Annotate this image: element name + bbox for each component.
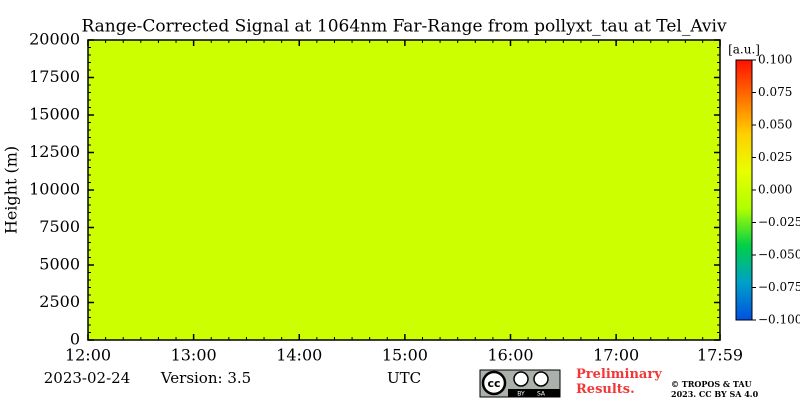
colorbar-tick-label: 0.075 (758, 85, 792, 99)
license-box: © TROPOS & TAU 2023. CC BY SA 4.0 Licens… (671, 379, 759, 400)
logo-circle (533, 371, 549, 387)
logo-circle (481, 370, 507, 396)
colorbar-tick-label: −0.050 (758, 248, 800, 262)
colorbar-tick-label: −0.100 (758, 313, 800, 327)
logo-text: cc (487, 377, 500, 390)
y-tick-label: 0 (70, 330, 80, 349)
notice-box: Preliminary Results. (576, 367, 662, 397)
x-tick-label: 12:00 (65, 346, 111, 365)
colorbar-label: [a.u.] (728, 43, 760, 57)
logo-strip (508, 389, 560, 397)
colorbar-tick-label: 0.050 (758, 118, 792, 132)
logo-text: BY (517, 391, 525, 398)
colorbar-tick-label: −0.075 (758, 280, 800, 294)
date: 2023-02-24 (44, 369, 130, 387)
y-tick-label: 5000 (39, 255, 80, 274)
chart-title: Range-Corrected Signal at 1064nm Far-Ran… (81, 17, 727, 37)
cc-logo: cc BY SA (479, 369, 561, 398)
heatmap-cell (88, 40, 720, 340)
logo-text: SA (537, 391, 546, 398)
x-tick-label: 17:59 (697, 346, 743, 365)
x-axis-label: UTC (387, 369, 421, 387)
y-axis-label: Height (m) (2, 146, 21, 234)
x-tick-label: 13:00 (171, 346, 217, 365)
x-tick-label: 16:00 (487, 346, 533, 365)
y-tick-label: 10000 (29, 180, 80, 199)
version: Version: 3.5 (160, 369, 251, 387)
colorbar-tick-label: 0.025 (758, 150, 792, 164)
y-tick-label: 17500 (29, 67, 80, 86)
logo-circle (513, 371, 529, 387)
y-tick-label: 20000 (29, 30, 80, 49)
colorbar-tick-label: 0.000 (758, 183, 792, 197)
y-tick-label: 7500 (39, 217, 80, 236)
x-tick-label: 17:00 (593, 346, 639, 365)
colorbar (735, 59, 753, 321)
y-tick-label: 12500 (29, 142, 80, 161)
x-tick-label: 14:00 (276, 346, 322, 365)
x-tick-label: 15:00 (382, 346, 428, 365)
y-tick-label: 15000 (29, 105, 80, 124)
colorbar-tick-label: −0.025 (758, 215, 800, 229)
colorbar-tick-label: 0.100 (758, 53, 792, 67)
license: © TROPOS & TAU 2023. CC BY SA 4.0 Licens… (671, 379, 759, 400)
notice: Preliminary Results. (576, 367, 662, 397)
y-tick-label: 2500 (39, 292, 80, 311)
